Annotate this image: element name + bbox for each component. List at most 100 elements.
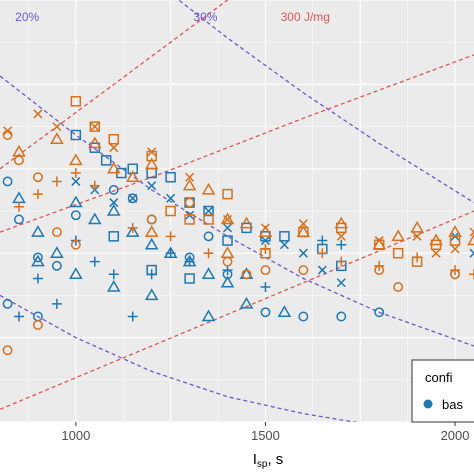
cross-marker [469, 248, 474, 258]
triangle-marker [144, 237, 159, 250]
cross-marker [260, 223, 270, 233]
axis-background [0, 422, 474, 474]
plus-marker [51, 176, 62, 187]
circle-marker [374, 307, 385, 318]
reference-line-efficiency-lower [0, 294, 358, 422]
x-tick-label: 2000 [441, 428, 470, 443]
plus-marker [13, 201, 24, 212]
triangle-marker [69, 195, 83, 208]
cross-marker [71, 176, 81, 186]
triangle-marker [182, 178, 197, 191]
cross-marker [412, 231, 422, 241]
plus-marker [89, 256, 100, 267]
reference-line-energy-low [0, 210, 474, 410]
plus-marker [450, 265, 461, 276]
line-annotation-label: 30% [193, 10, 217, 24]
cross-marker [204, 206, 214, 216]
cross-marker [298, 248, 308, 258]
legend-title: confi [425, 370, 453, 385]
circle-marker [241, 269, 252, 280]
triangle-marker [467, 233, 474, 246]
plus-marker [32, 273, 43, 284]
cross-marker [3, 126, 13, 136]
plus-marker [317, 235, 328, 246]
triangle-marker [69, 267, 83, 280]
square-marker [203, 214, 214, 225]
triangle-marker [201, 309, 216, 322]
square-marker [165, 171, 176, 183]
cross-marker [336, 278, 346, 288]
legend: confi bas [411, 359, 474, 423]
triangle-marker [144, 157, 159, 170]
triangle-marker [448, 225, 462, 237]
cross-marker [90, 122, 100, 132]
plus-marker [336, 256, 347, 267]
plus-marker [469, 269, 474, 280]
cross-marker [109, 143, 119, 153]
plus-marker [70, 168, 81, 179]
plus-marker [260, 281, 271, 292]
square-marker [392, 247, 404, 259]
circle-marker [2, 345, 13, 356]
circle-marker [2, 298, 13, 309]
circle-marker [2, 176, 13, 187]
square-marker [165, 205, 176, 217]
legend-key-circle [423, 399, 433, 409]
x-axis: 1000 1500 2000 Isp, s [0, 422, 474, 474]
circle-marker [70, 239, 81, 250]
cross-marker [260, 236, 270, 246]
circle-marker [184, 197, 195, 208]
triangle-marker [201, 267, 216, 280]
plus-marker [51, 298, 62, 309]
circle-marker [146, 214, 157, 225]
circle-marker [260, 265, 271, 276]
cross-marker [374, 236, 384, 246]
cross-marker [317, 265, 327, 275]
triangle-marker [106, 279, 121, 292]
circle-marker [32, 252, 43, 263]
circle-marker [298, 311, 309, 322]
triangle-marker [334, 216, 349, 229]
plus-marker [203, 248, 214, 259]
triangle-marker [220, 212, 235, 225]
legend-box [411, 359, 474, 423]
circle-marker [298, 265, 309, 276]
triangle-marker [277, 305, 292, 318]
triangle-marker [144, 288, 159, 301]
cross-marker [469, 227, 474, 237]
triangle-marker [201, 182, 216, 195]
x-axis-label: Isp, s [253, 451, 284, 470]
plus-marker [374, 260, 385, 271]
square-marker [222, 235, 233, 246]
square-marker [89, 121, 101, 132]
triangle-marker [239, 216, 254, 229]
cross-marker [431, 248, 441, 258]
plus-marker [222, 265, 233, 276]
circle-marker [14, 214, 24, 225]
circle-marker [127, 193, 138, 204]
circle-marker [51, 260, 62, 271]
circle-marker [108, 184, 119, 195]
triangle-marker [125, 170, 140, 182]
cross-marker [128, 193, 138, 203]
square-marker [70, 129, 82, 141]
triangle-marker [391, 229, 405, 242]
plus-marker [260, 243, 271, 254]
triangle-marker [220, 275, 235, 288]
triangle-marker [31, 225, 45, 237]
plus-marker [184, 256, 195, 267]
square-marker [108, 231, 120, 242]
plus-marker [165, 231, 176, 242]
plus-marker [13, 311, 24, 322]
cross-marker [185, 172, 195, 182]
circle-marker [14, 155, 24, 166]
triangle-marker [239, 296, 254, 309]
plus-marker [127, 311, 138, 322]
cross-marker [222, 214, 233, 224]
circle-marker [70, 210, 81, 221]
triangle-marker [144, 225, 159, 237]
reference-line-efficiency-20 [0, 75, 474, 347]
triangle-marker [296, 225, 311, 237]
plus-marker [146, 269, 157, 280]
